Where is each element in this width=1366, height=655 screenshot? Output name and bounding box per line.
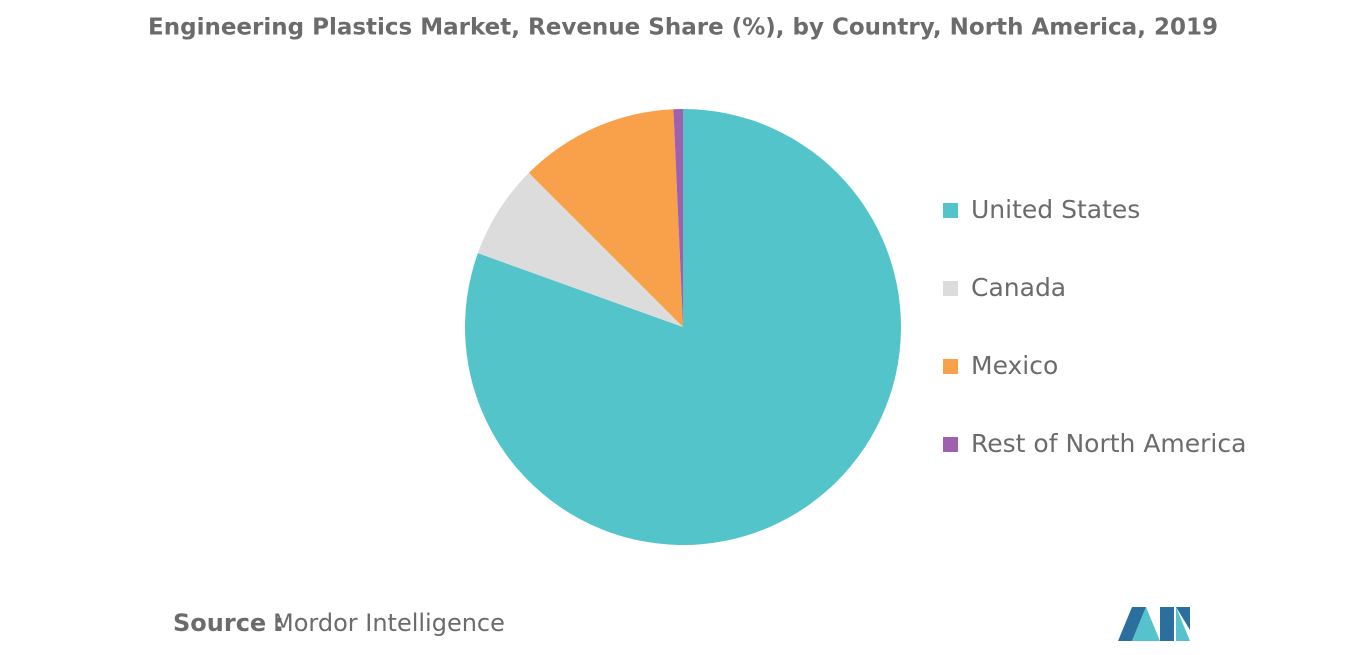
legend-label: Canada xyxy=(971,273,1066,302)
source: Mordor Intelligence xyxy=(273,609,505,637)
pie-slice xyxy=(477,172,683,327)
pie-slice xyxy=(465,109,902,545)
source-label: Source : xyxy=(173,609,284,637)
chart-title: Engineering Plastics Market, Revenue Sha… xyxy=(148,15,1218,41)
pie-slice xyxy=(528,109,683,328)
legend-swatch xyxy=(943,359,958,374)
logo xyxy=(1118,607,1190,641)
legend-swatch xyxy=(943,281,958,296)
legend-label: Rest of North America xyxy=(971,429,1246,458)
legend-label: Mexico xyxy=(971,351,1058,380)
pie-slice xyxy=(673,109,683,327)
legend-swatch xyxy=(943,437,958,452)
legend-label: United States xyxy=(971,195,1140,224)
legend-swatch xyxy=(943,203,958,218)
